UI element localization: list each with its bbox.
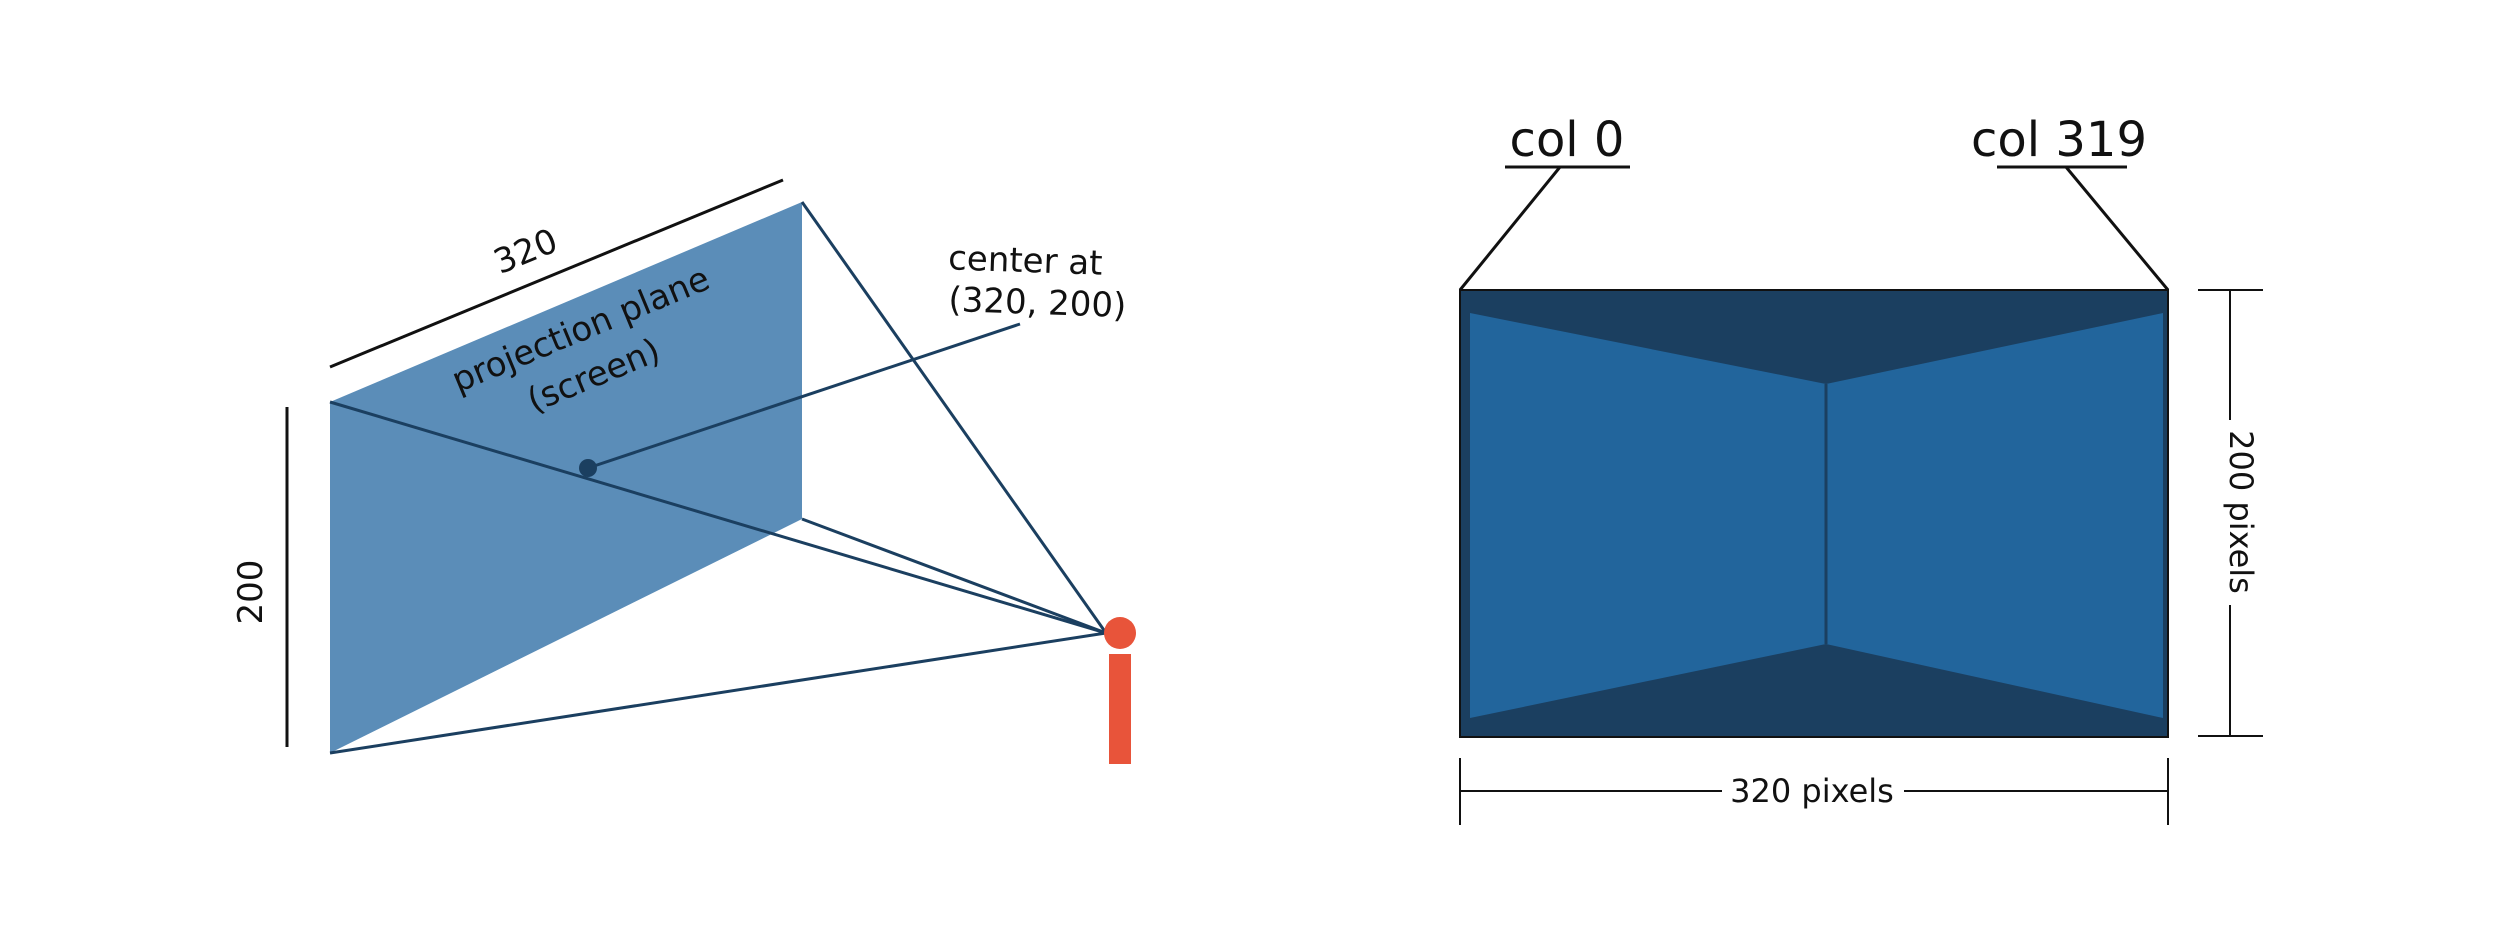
screen-panel: col 0 col 319 200 pixels 320 pixels	[1458, 112, 2263, 825]
viewer-figure	[1104, 617, 1136, 764]
plane-width-label: 320	[488, 221, 563, 283]
screen-width-label: 320 pixels	[1730, 772, 1894, 810]
width-dimension-line	[329, 178, 784, 369]
ray-bottom-left	[329, 631, 1107, 755]
center-label-line2: (320, 200)	[948, 280, 1127, 326]
viewer-head	[1104, 617, 1136, 649]
ray-top-right	[800, 201, 1108, 634]
center-label-line1: center at	[948, 238, 1104, 283]
projection-panel: 320 200 projection plane (screen) center…	[231, 178, 1136, 764]
left-wall	[1470, 313, 1826, 718]
view-rays	[329, 201, 1108, 755]
right-wall	[1826, 313, 2163, 718]
col-first-label: col 0	[1510, 112, 1625, 168]
center-point	[579, 459, 597, 477]
viewer-body	[1109, 654, 1131, 764]
width-dimension	[1459, 758, 2169, 825]
plane-height-label: 200	[231, 560, 271, 625]
projection-plane	[330, 202, 802, 753]
screen-height-label: 200 pixels	[2222, 430, 2260, 594]
col-last-label: col 319	[1971, 112, 2147, 168]
height-dimension	[2198, 289, 2263, 737]
col-first-leader	[1458, 166, 1562, 291]
col-last-leader	[2064, 166, 2170, 291]
center-leader-line	[587, 322, 1021, 470]
ray-bottom-right	[801, 517, 1107, 635]
ray-top-left	[329, 400, 1107, 635]
